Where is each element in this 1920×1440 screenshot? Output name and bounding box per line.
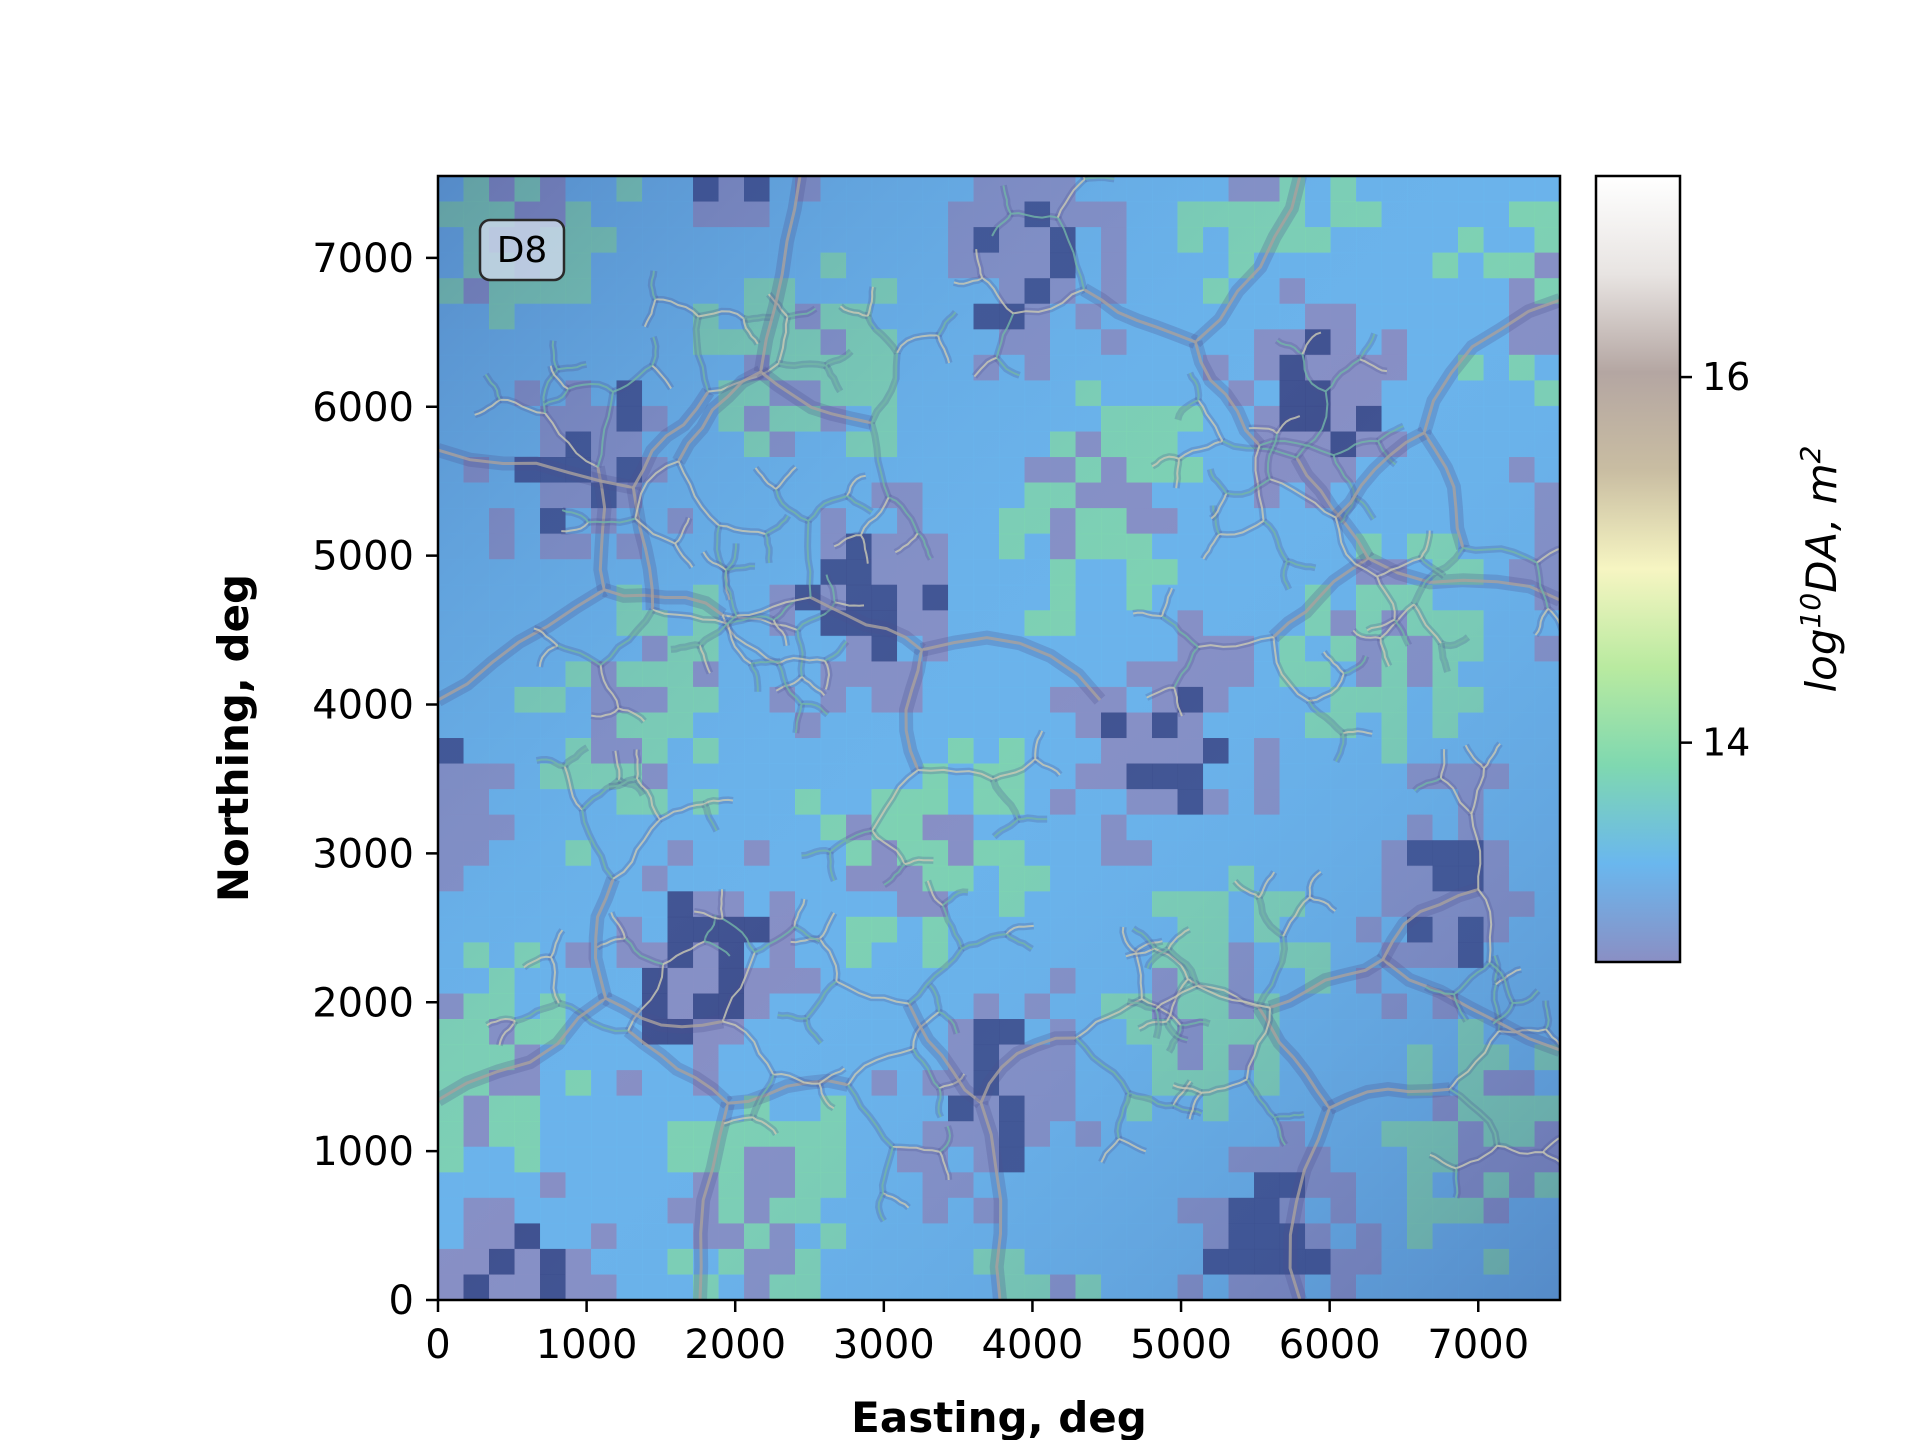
y-axis-label: Northing, deg xyxy=(209,574,258,902)
valley-shadow xyxy=(611,750,623,781)
valley-shadow xyxy=(821,659,833,691)
y-tick-label: 4000 xyxy=(312,683,414,729)
valley-shadow xyxy=(1172,458,1183,489)
x-tick-label: 0 xyxy=(425,1322,450,1368)
colorbar-label-mid: DA, m xyxy=(1797,463,1846,592)
valley-shadow xyxy=(1437,749,1448,779)
valley-shadow xyxy=(1452,1168,1461,1199)
valley-shadow xyxy=(647,270,659,301)
colorbar-ticks: 14 16 xyxy=(1680,355,1750,765)
method-annotation: D8 xyxy=(478,218,566,282)
valley-shadow xyxy=(1542,1000,1553,1031)
x-tick-label: 3000 xyxy=(833,1322,935,1368)
valley-shadow xyxy=(934,1087,944,1119)
colorbar-tick-label: 14 xyxy=(1702,721,1750,765)
valley-shadow xyxy=(587,515,637,527)
valley-shadow xyxy=(1152,1008,1163,1040)
valley-shadow xyxy=(1084,176,1115,183)
valley-shadow xyxy=(777,359,827,370)
annotation-text: D8 xyxy=(497,230,548,271)
valley-shadow xyxy=(1342,727,1373,738)
x-tick-label: 2000 xyxy=(684,1322,786,1368)
y-tick-label: 2000 xyxy=(312,980,414,1026)
x-tick-label: 4000 xyxy=(982,1322,1084,1368)
x-axis-ticks: 0 1000 2000 3000 4000 5000 6000 7000 xyxy=(425,1300,1529,1368)
heatmap-area xyxy=(438,176,1560,1300)
valley-shadow xyxy=(804,520,815,598)
valley-shadow xyxy=(1132,609,1163,620)
valley-shadow xyxy=(1017,814,1048,823)
colorbar-gradient xyxy=(1596,176,1680,962)
y-tick-label: 5000 xyxy=(312,534,414,580)
colorbar-tick-label: 16 xyxy=(1702,355,1750,399)
colorbar: 14 16 log10DA, m2 xyxy=(1594,174,1846,964)
y-axis-ticks: 0 1000 2000 3000 4000 5000 6000 7000 xyxy=(312,236,438,1324)
valley-shadow xyxy=(777,1011,807,1023)
valley-shadow xyxy=(826,851,838,882)
x-tick-label: 6000 xyxy=(1279,1322,1381,1368)
x-tick-label: 5000 xyxy=(1130,1322,1232,1368)
valley-shadow xyxy=(632,749,642,780)
x-tick-label: 7000 xyxy=(1427,1322,1529,1368)
valley-shadow xyxy=(1180,1018,1211,1029)
valley-shadow xyxy=(762,532,773,564)
x-tick-label: 1000 xyxy=(536,1322,638,1368)
valley-shadow xyxy=(1273,1110,1305,1122)
colorbar-label: log10DA, m2 xyxy=(1794,446,1846,693)
colorbar-label-exp1: 10 xyxy=(1794,593,1827,629)
y-tick-label: 1000 xyxy=(312,1129,414,1175)
y-tick-label: 7000 xyxy=(312,236,414,282)
x-axis-label: Easting, deg xyxy=(851,1393,1147,1440)
y-tick-label: 6000 xyxy=(312,385,414,431)
y-tick-label: 3000 xyxy=(312,831,414,877)
valley-shadow xyxy=(649,335,660,367)
colorbar-label-exp2: 2 xyxy=(1794,446,1827,464)
colorbar-label-base: log xyxy=(1797,628,1846,692)
y-tick-label: 0 xyxy=(389,1278,414,1324)
valley-shadow xyxy=(750,657,781,668)
valley-shadow xyxy=(717,889,726,920)
